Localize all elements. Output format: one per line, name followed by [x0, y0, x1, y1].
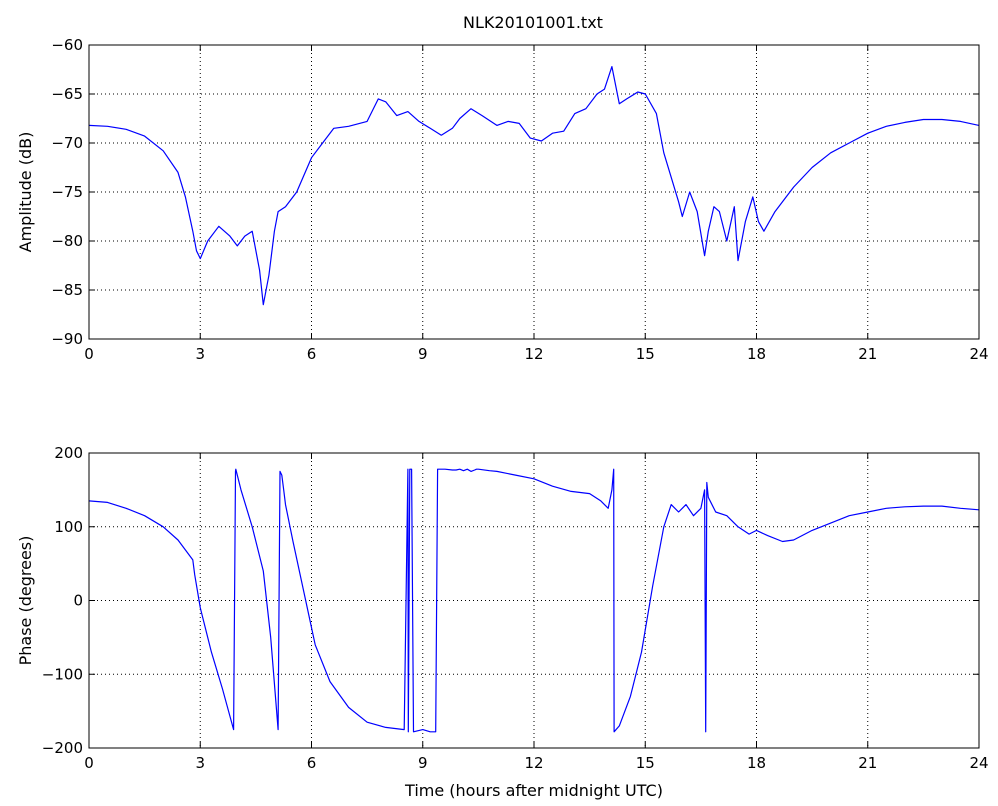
phase-x-tick-label: 18 — [747, 754, 766, 772]
amplitude-y-axis-label: Amplitude (dB) — [16, 132, 35, 253]
amplitude-x-tick-label: 12 — [524, 345, 543, 363]
amplitude-y-tick-label: −90 — [51, 330, 83, 348]
amplitude-x-tick-label: 3 — [195, 345, 205, 363]
amplitude-x-tick-label: 0 — [84, 345, 94, 363]
amplitude-y-tick-label: −75 — [51, 183, 83, 201]
phase-x-tick-label: 21 — [858, 754, 877, 772]
phase-x-axis-label: Time (hours after midnight UTC) — [404, 781, 663, 800]
phase-y-tick-label: 100 — [54, 518, 83, 536]
amplitude-x-tick-label: 9 — [418, 345, 428, 363]
phase-y-tick-label: 200 — [54, 444, 83, 462]
phase-series-line — [88, 468, 980, 733]
amplitude-y-tick-label: −60 — [51, 36, 83, 54]
phase-y-tick-label: 0 — [73, 592, 83, 610]
phase-x-tick-label: 15 — [636, 754, 655, 772]
phase-x-tick-label: 24 — [969, 754, 988, 772]
amplitude-x-tick-label: 15 — [636, 345, 655, 363]
amplitude-y-tick-label: −85 — [51, 281, 83, 299]
amplitude-x-tick-label: 21 — [858, 345, 877, 363]
phase-x-tick-label: 0 — [84, 754, 94, 772]
figure-title: NLK20101001.txt — [463, 13, 603, 32]
phase-y-axis-label: Phase (degrees) — [16, 536, 35, 666]
amplitude-series-line — [88, 65, 980, 306]
phase-plot: 0 3 6 9 12 15 18 21 24 −200 −100 0 100 200 Phase (degr… — [16, 444, 989, 800]
amplitude-plot: 0 3 6 9 12 15 18 21 24 −90 −85 −80 −75 −70 −65 −60 Ampli… — [16, 36, 989, 363]
amplitude-y-tick-label: −65 — [51, 85, 83, 103]
phase-x-tick-label: 3 — [195, 754, 205, 772]
phase-x-tick-label: 12 — [524, 754, 543, 772]
amplitude-x-tick-label: 18 — [747, 345, 766, 363]
amplitude-x-tick-label: 6 — [307, 345, 317, 363]
phase-x-tick-label: 9 — [418, 754, 428, 772]
phase-x-tick-label: 6 — [307, 754, 317, 772]
amplitude-x-tick-label: 24 — [969, 345, 988, 363]
amplitude-y-tick-label: −70 — [51, 134, 83, 152]
amplitude-y-tick-label: −80 — [51, 232, 83, 250]
phase-y-tick-label: −100 — [42, 665, 83, 683]
phase-y-tick-label: −200 — [42, 739, 83, 757]
